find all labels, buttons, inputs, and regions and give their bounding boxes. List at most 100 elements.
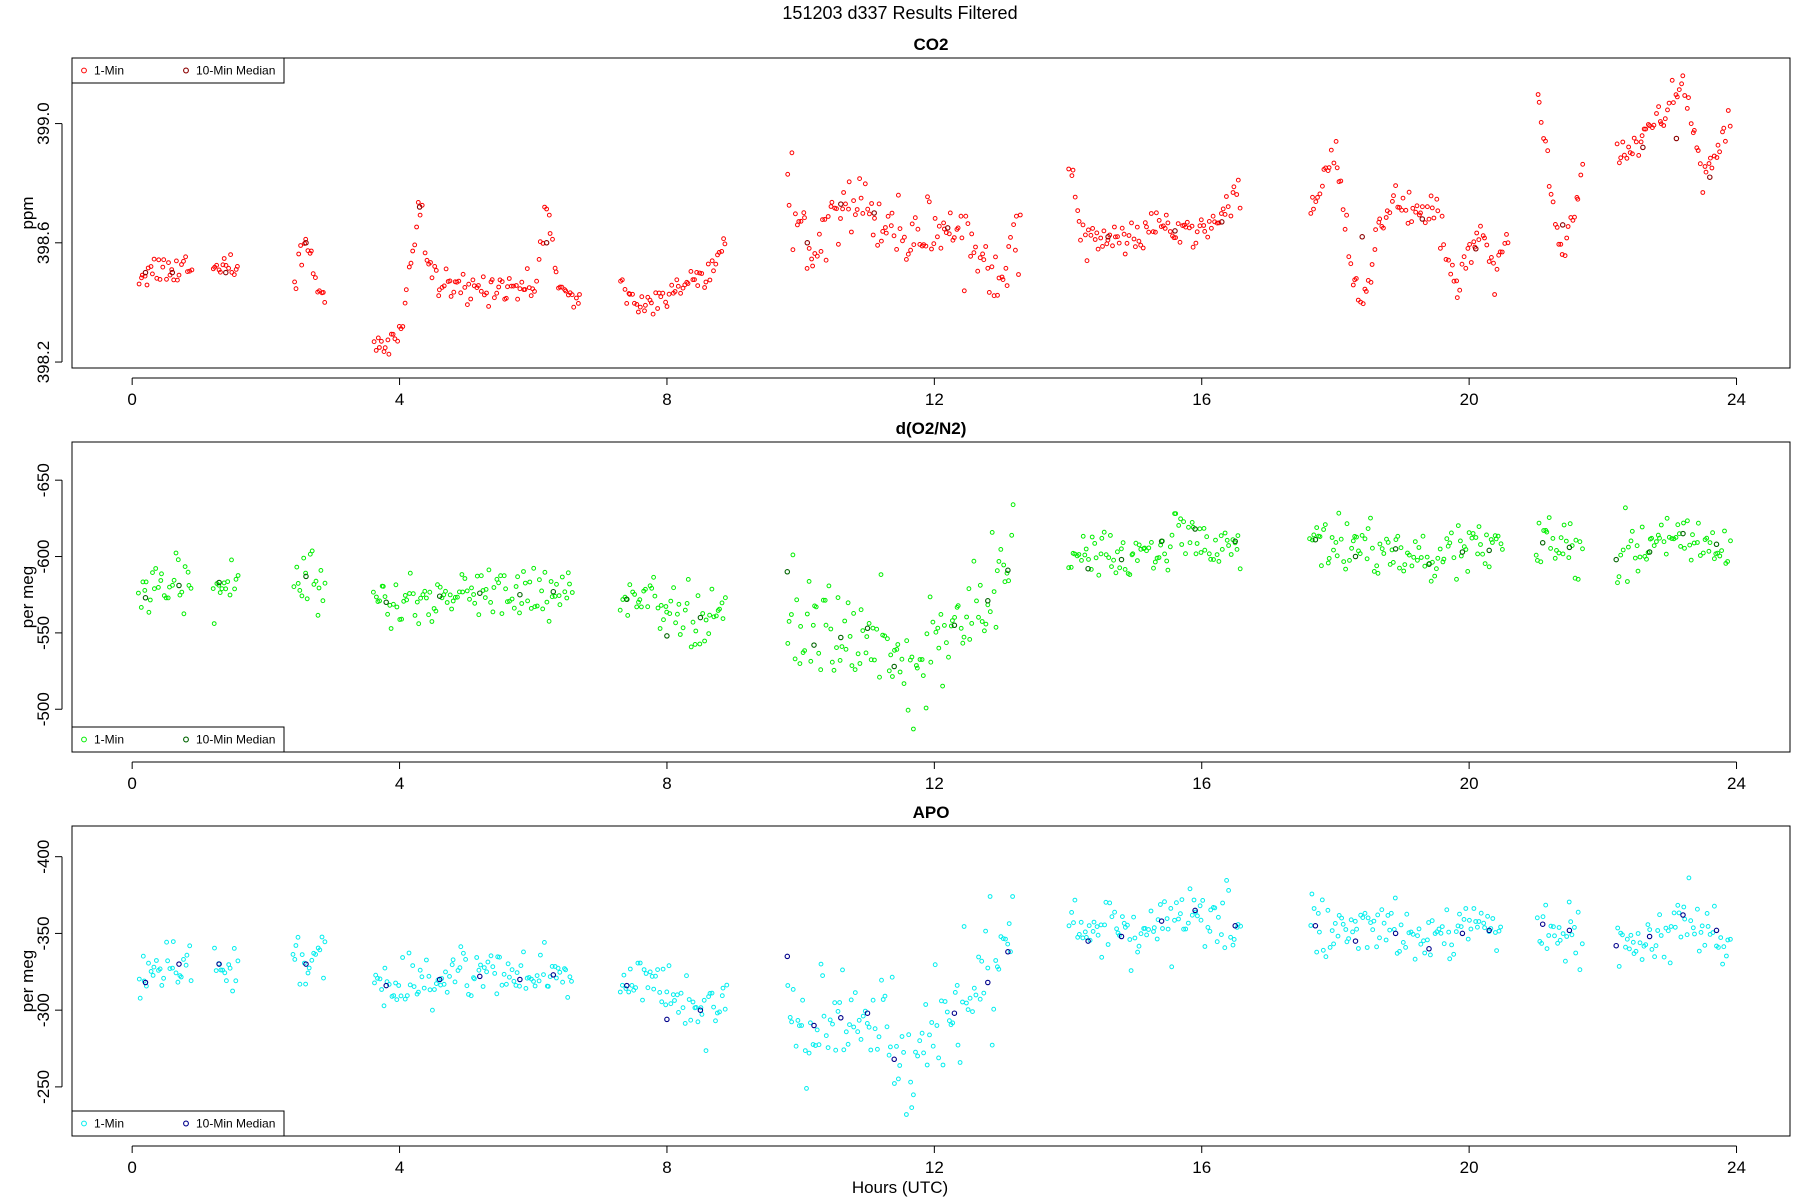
one-min-point (938, 612, 944, 617)
one-min-point (322, 939, 328, 945)
one-min-point (183, 962, 189, 968)
one-min-point (496, 284, 502, 290)
one-min-point (1468, 260, 1474, 265)
one-min-point (1465, 569, 1471, 574)
one-min-point (490, 964, 496, 970)
one-min-point (1671, 100, 1676, 105)
one-min-point (214, 262, 220, 268)
one-min-point (969, 231, 975, 237)
one-min-point (462, 576, 468, 581)
one-min-point (494, 290, 500, 296)
one-min-point (1630, 151, 1635, 157)
one-min-point (452, 979, 458, 985)
one-min-point (1183, 926, 1189, 932)
one-min-point (875, 1046, 880, 1052)
one-min-point (1109, 564, 1114, 569)
median-point (1232, 923, 1238, 929)
median-point (1085, 565, 1091, 572)
one-min-point (882, 993, 888, 999)
one-min-point (1398, 545, 1404, 551)
one-min-point (1467, 242, 1472, 247)
one-min-point (227, 965, 233, 971)
one-min-point (627, 291, 633, 297)
one-min-point (418, 595, 424, 601)
one-min-point (641, 967, 647, 972)
one-min-point (1639, 524, 1645, 530)
median-point (1419, 216, 1426, 222)
one-min-point (989, 530, 995, 535)
one-min-point (424, 257, 430, 263)
median-point (223, 269, 229, 276)
one-min-point (224, 978, 229, 984)
one-min-point (1078, 919, 1084, 925)
one-min-point (1308, 211, 1314, 216)
one-min-point (1572, 214, 1577, 220)
one-min-point (946, 654, 951, 660)
one-min-point (521, 949, 526, 955)
one-min-point (1365, 526, 1371, 531)
one-min-point (1135, 949, 1140, 955)
one-min-point (872, 657, 877, 663)
one-min-point (488, 953, 494, 959)
one-min-point (386, 351, 392, 357)
one-min-point (985, 265, 991, 271)
one-min-point (1090, 226, 1095, 231)
median-point (1232, 538, 1238, 545)
one-min-point (1400, 195, 1406, 201)
one-min-point (982, 628, 987, 634)
one-min-point (639, 294, 645, 300)
one-min-point (481, 965, 487, 970)
one-min-point (980, 251, 985, 257)
one-min-point (634, 302, 640, 307)
one-min-point (894, 247, 899, 252)
one-min-point (164, 276, 169, 282)
one-min-point (1663, 551, 1669, 557)
one-min-point (434, 981, 439, 986)
one-min-point (509, 596, 515, 602)
one-min-point (1643, 126, 1649, 132)
one-min-point (435, 582, 440, 588)
one-min-point (178, 974, 184, 980)
one-min-point (1198, 917, 1204, 923)
one-min-point (1093, 555, 1099, 561)
one-min-point (1017, 212, 1023, 218)
panel-title: d(O2/N2) (896, 419, 967, 438)
one-min-point (843, 646, 849, 652)
one-min-point (511, 605, 517, 611)
one-min-point (210, 586, 216, 591)
one-min-point (1458, 924, 1464, 929)
one-min-point (1008, 949, 1013, 955)
one-min-point (428, 260, 433, 265)
one-min-point (462, 285, 468, 290)
one-min-point (1369, 262, 1375, 267)
one-min-point (504, 981, 509, 987)
one-min-point (1698, 553, 1703, 558)
one-min-point (627, 966, 633, 972)
one-min-point (152, 586, 157, 592)
one-min-point (414, 599, 420, 605)
one-min-point (919, 657, 925, 662)
one-min-point (483, 587, 489, 592)
one-min-point (1169, 532, 1175, 538)
one-min-point (1350, 282, 1356, 288)
one-min-point (142, 588, 148, 593)
one-min-point (958, 213, 964, 219)
one-min-point (626, 989, 632, 995)
one-min-point (806, 246, 812, 251)
one-min-point (1138, 931, 1144, 937)
one-min-point (930, 1043, 936, 1049)
one-min-point (1205, 234, 1211, 240)
one-min-point (924, 1062, 930, 1068)
one-min-point (546, 212, 552, 218)
one-min-point (484, 969, 490, 975)
one-min-point (804, 266, 810, 271)
one-min-point (1704, 535, 1710, 541)
one-min-point (1502, 241, 1508, 246)
one-min-point (1686, 95, 1691, 100)
one-min-point (1321, 527, 1326, 532)
one-min-point (1422, 220, 1428, 226)
one-min-point (1651, 543, 1657, 548)
one-min-point (1183, 551, 1188, 557)
one-min-point (1461, 917, 1467, 922)
one-min-point (619, 277, 625, 283)
